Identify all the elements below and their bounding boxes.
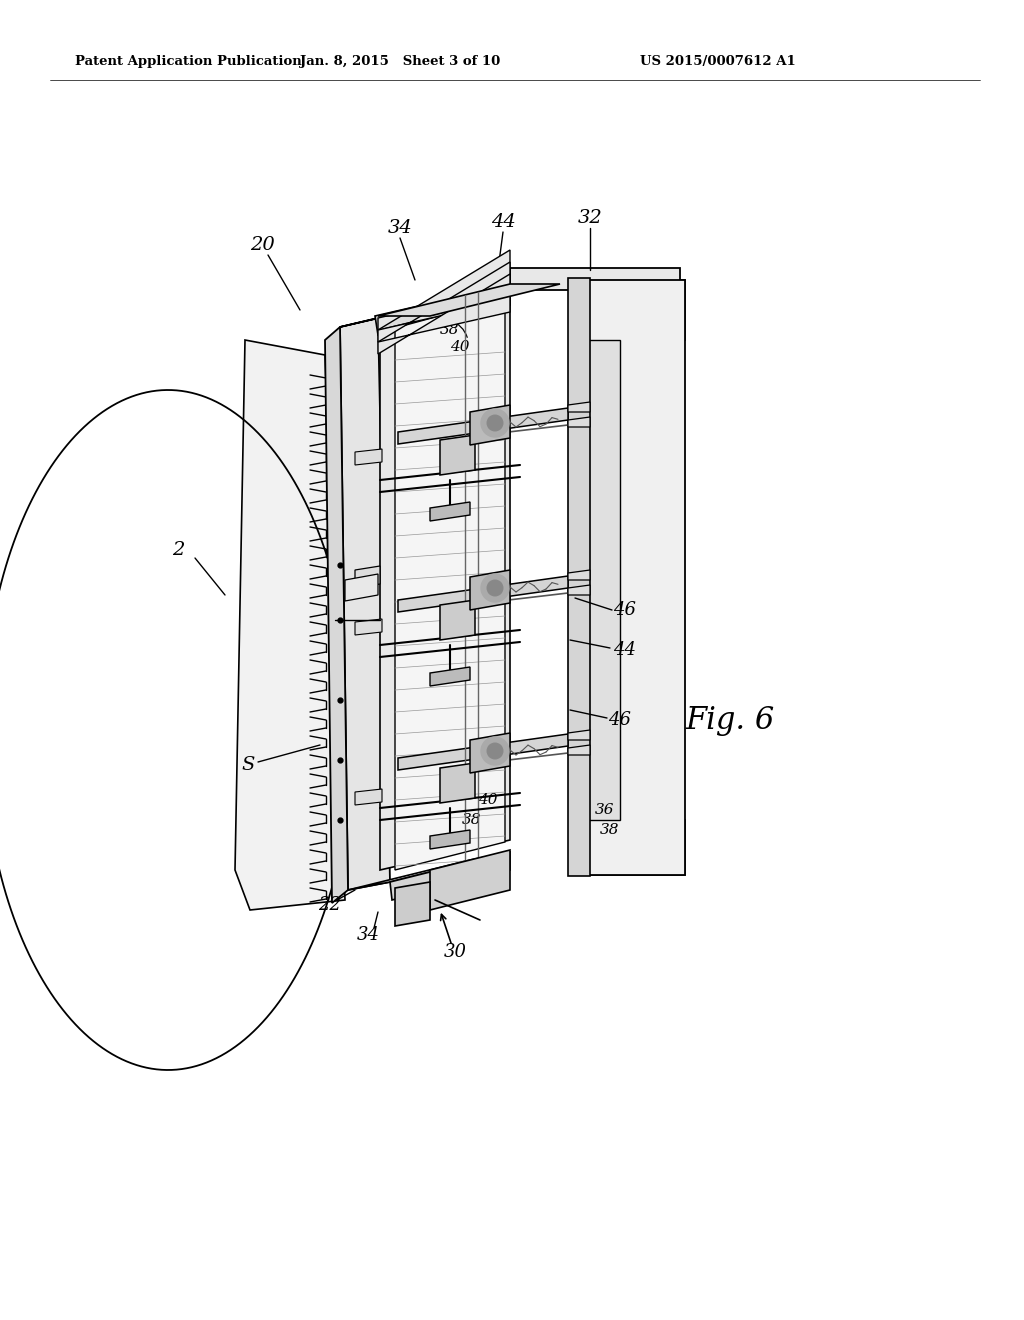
Text: Patent Application Publication: Patent Application Publication: [75, 55, 302, 69]
Polygon shape: [355, 449, 382, 465]
Polygon shape: [590, 290, 680, 870]
Polygon shape: [340, 288, 510, 327]
Polygon shape: [398, 576, 568, 612]
Polygon shape: [510, 268, 680, 290]
Polygon shape: [398, 734, 568, 770]
Polygon shape: [580, 341, 620, 820]
Polygon shape: [325, 327, 348, 903]
Circle shape: [481, 409, 509, 437]
Polygon shape: [440, 601, 475, 640]
Text: 36: 36: [595, 803, 614, 817]
Polygon shape: [378, 261, 510, 342]
Polygon shape: [390, 851, 510, 900]
Polygon shape: [375, 285, 510, 335]
Text: 40: 40: [478, 793, 498, 807]
Polygon shape: [378, 249, 510, 330]
Text: 36: 36: [432, 305, 452, 319]
Text: 46: 46: [613, 601, 637, 619]
Polygon shape: [355, 566, 380, 587]
Text: 44: 44: [490, 213, 515, 231]
Polygon shape: [570, 280, 685, 875]
Text: S: S: [242, 756, 255, 774]
Polygon shape: [355, 619, 382, 635]
Polygon shape: [355, 789, 382, 805]
Polygon shape: [440, 436, 475, 475]
Polygon shape: [430, 830, 470, 849]
Text: 2: 2: [172, 541, 184, 558]
Circle shape: [487, 579, 503, 597]
Polygon shape: [345, 574, 378, 601]
Text: 40: 40: [451, 341, 470, 354]
Circle shape: [481, 574, 509, 602]
Text: 46: 46: [608, 711, 632, 729]
Polygon shape: [398, 408, 568, 444]
Polygon shape: [570, 280, 685, 341]
Polygon shape: [430, 502, 470, 521]
Polygon shape: [430, 667, 470, 686]
Text: 20: 20: [250, 236, 274, 253]
Polygon shape: [470, 405, 510, 445]
Polygon shape: [568, 730, 590, 741]
Polygon shape: [340, 318, 390, 890]
Text: 38: 38: [600, 822, 620, 837]
Circle shape: [481, 737, 509, 766]
Text: 30: 30: [443, 942, 467, 961]
Circle shape: [487, 414, 503, 432]
Polygon shape: [568, 417, 590, 426]
Polygon shape: [430, 850, 510, 909]
Polygon shape: [568, 279, 590, 876]
Text: 34: 34: [388, 219, 413, 238]
Text: Fig. 6: Fig. 6: [685, 705, 774, 735]
Text: 38: 38: [440, 323, 460, 337]
Polygon shape: [570, 820, 685, 875]
Polygon shape: [470, 733, 510, 774]
Polygon shape: [440, 763, 475, 803]
Polygon shape: [378, 275, 510, 354]
Text: 34: 34: [356, 927, 380, 944]
Polygon shape: [348, 851, 510, 890]
Text: US 2015/0007612 A1: US 2015/0007612 A1: [640, 55, 796, 69]
Circle shape: [487, 743, 503, 759]
Text: 32: 32: [578, 209, 602, 227]
Polygon shape: [380, 298, 510, 870]
Text: Jan. 8, 2015   Sheet 3 of 10: Jan. 8, 2015 Sheet 3 of 10: [300, 55, 500, 69]
Polygon shape: [470, 570, 510, 610]
Polygon shape: [234, 341, 345, 909]
Text: 22: 22: [318, 896, 341, 913]
Polygon shape: [568, 403, 590, 412]
Text: 44: 44: [613, 642, 637, 659]
Text: 38: 38: [462, 813, 481, 828]
Polygon shape: [568, 585, 590, 595]
Polygon shape: [395, 882, 430, 927]
Polygon shape: [378, 284, 560, 315]
Polygon shape: [395, 298, 505, 870]
Polygon shape: [568, 570, 590, 579]
Polygon shape: [568, 744, 590, 755]
